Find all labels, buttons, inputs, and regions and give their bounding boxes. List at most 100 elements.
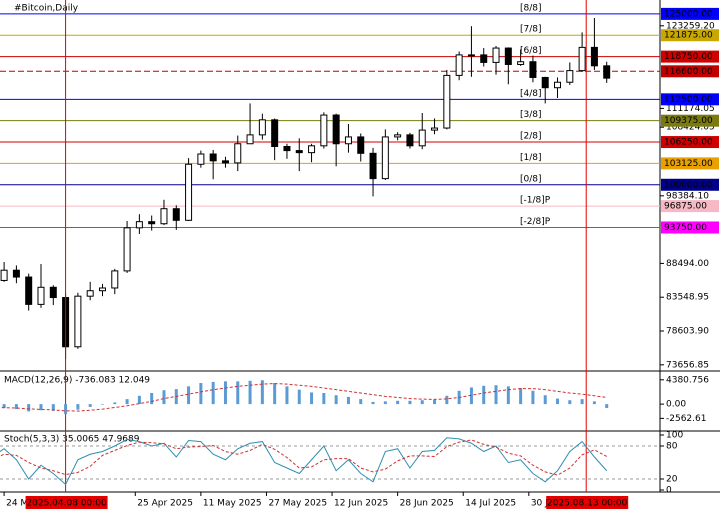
- murray-label: [1/8]: [520, 153, 542, 163]
- murray-label: [3/8]: [520, 110, 542, 120]
- macd-bar: [273, 383, 277, 405]
- marker-label-box: [546, 496, 629, 509]
- candle-body: [480, 54, 488, 63]
- macd-bar: [14, 404, 18, 410]
- candle-body: [590, 46, 598, 67]
- candle-body: [0, 269, 8, 281]
- macd-bar: [494, 385, 498, 405]
- y-tick-label: 20: [666, 475, 678, 485]
- candle-body: [406, 134, 414, 147]
- macd-bar: [543, 395, 547, 405]
- y-tick-label: 111174.05: [666, 104, 715, 114]
- candle-body: [86, 290, 94, 297]
- macd-bar: [211, 381, 215, 405]
- candle-body: [12, 269, 20, 278]
- murray-label: [8/8]: [520, 3, 542, 13]
- murray-label: [2/8]: [520, 132, 542, 142]
- candle-body: [344, 136, 352, 145]
- candle-body: [578, 46, 586, 72]
- macd-bar: [420, 400, 424, 405]
- price-label: 106250.00: [664, 138, 713, 148]
- price-label: 93750.00: [664, 223, 707, 233]
- candle-body: [209, 153, 217, 162]
- marker-label-box: [25, 496, 108, 509]
- macd-bar: [359, 399, 363, 405]
- macd-bar: [531, 390, 535, 405]
- macd-bar: [76, 404, 80, 410]
- marker-label: 2025.08.13 00:00: [547, 499, 628, 509]
- x-tick-label: 14 Jul 2025: [465, 499, 516, 509]
- y-tick-label: 80: [666, 442, 678, 452]
- macd-bar: [248, 380, 252, 405]
- candle-body: [492, 47, 500, 63]
- x-tick-label: 28 Jun 2025: [400, 499, 454, 509]
- candle-body: [172, 208, 180, 221]
- y-tick-label: 98384.10: [666, 191, 709, 201]
- candle-body: [283, 145, 291, 152]
- price-label: 112500.00: [664, 95, 713, 105]
- macd-bar: [396, 400, 400, 405]
- candle-body: [185, 163, 193, 221]
- candle-body: [295, 150, 303, 154]
- candle-body: [221, 160, 229, 164]
- macd-bar: [199, 383, 203, 405]
- candle-body: [529, 61, 537, 78]
- macd-bar: [125, 399, 129, 405]
- candle-body: [369, 152, 377, 180]
- y-tick-label: 83548.95: [666, 293, 709, 303]
- price-label: 121875.00: [664, 31, 713, 41]
- price-label: 109375.00: [664, 116, 713, 126]
- price-label-box: [661, 29, 719, 42]
- macd-bar: [605, 404, 609, 409]
- y-tick-label: 73656.85: [666, 360, 709, 370]
- candle-body: [148, 221, 156, 225]
- y-tick-label: 0.00: [666, 400, 686, 410]
- x-tick-label: 25 Apr 2025: [137, 499, 193, 509]
- stoch-title: Stoch(5,3,3) 35.0065 47.9689: [4, 435, 140, 445]
- candle-body: [160, 208, 168, 225]
- candle-body: [37, 286, 45, 305]
- chart-title: #Bitcoin,Daily: [14, 4, 79, 14]
- y-tick-label: 0: [666, 486, 672, 496]
- candle-body: [258, 119, 266, 136]
- price-label-box: [661, 157, 719, 170]
- candle-body: [357, 136, 365, 154]
- x-tick-label: 27 May 2025: [268, 499, 327, 509]
- candle-body: [135, 221, 143, 229]
- murray-label: [0/8]: [520, 174, 542, 184]
- price-label-box: [661, 178, 719, 191]
- murray-label: [4/8]: [520, 89, 542, 99]
- price-label: 125000.00: [664, 9, 713, 19]
- candle-body: [320, 114, 328, 147]
- macd-bar: [506, 386, 510, 405]
- macd-bar: [64, 404, 68, 415]
- candle-body: [98, 287, 106, 292]
- candle-body: [455, 54, 463, 76]
- price-label-box: [661, 136, 719, 149]
- y-tick-label: 123259.20: [666, 21, 715, 31]
- candle-body: [504, 47, 512, 65]
- macd-bar: [51, 404, 55, 411]
- macd-bar: [137, 395, 141, 405]
- murray-label: [6/8]: [520, 46, 542, 56]
- price-label-box: [661, 93, 719, 106]
- macd-bar: [568, 400, 572, 405]
- price-label: 100000.00: [664, 180, 713, 190]
- candle-body: [111, 270, 119, 289]
- macd-bar: [27, 404, 31, 412]
- candle-body: [554, 81, 562, 89]
- candle-body: [517, 61, 525, 65]
- candle-body: [74, 295, 82, 348]
- macd-title: MACD(12,26,9) -736.083 12.049: [4, 376, 150, 386]
- macd-bar: [469, 387, 473, 405]
- macd-bar: [187, 386, 191, 405]
- murray-label: [-2/8]P: [520, 217, 551, 227]
- y-tick-label: 78603.90: [666, 327, 709, 337]
- candle-body: [381, 136, 389, 180]
- macd-bar: [100, 404, 104, 405]
- candle-body: [541, 76, 549, 89]
- candle-body: [197, 153, 205, 165]
- macd-bar: [580, 399, 584, 405]
- price-label-box: [661, 200, 719, 213]
